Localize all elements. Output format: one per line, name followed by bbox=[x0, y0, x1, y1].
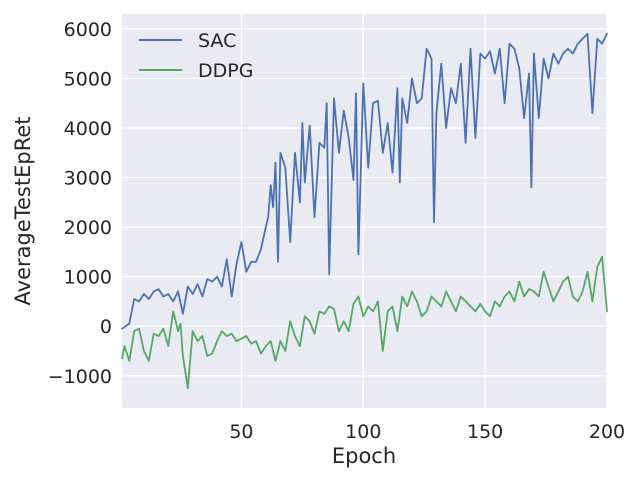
y-tick-label: 4000 bbox=[64, 118, 112, 140]
x-axis-label: Epoch bbox=[332, 444, 396, 468]
legend-label-sac: SAC bbox=[198, 30, 236, 52]
x-tick-label: 50 bbox=[229, 421, 253, 443]
y-tick-label: 0 bbox=[100, 316, 112, 338]
series-line-sac bbox=[121, 32, 608, 330]
tick-labels: 50 100 150 200 −1000 0 1000 2000 3000 4000 5000 600… bbox=[48, 19, 625, 443]
plot-background bbox=[122, 14, 607, 408]
x-tick-label: 150 bbox=[467, 421, 503, 443]
y-tick-label: 5000 bbox=[64, 68, 112, 90]
legend: SAC DDPG bbox=[139, 30, 253, 82]
series-layer bbox=[121, 32, 608, 390]
x-tick-label: 100 bbox=[345, 421, 381, 443]
y-tick-label: −1000 bbox=[48, 366, 112, 388]
gridlines bbox=[122, 14, 608, 408]
y-tick-label: 3000 bbox=[64, 168, 112, 190]
y-tick-label: 2000 bbox=[64, 217, 112, 239]
y-axis-label: AverageTestEpRet bbox=[11, 117, 35, 306]
legend-label-ddpg: DDPG bbox=[198, 60, 253, 82]
x-tick-label: 200 bbox=[589, 421, 625, 443]
y-tick-label: 6000 bbox=[64, 19, 112, 41]
y-tick-label: 1000 bbox=[64, 267, 112, 289]
series-line-ddpg bbox=[121, 255, 608, 390]
